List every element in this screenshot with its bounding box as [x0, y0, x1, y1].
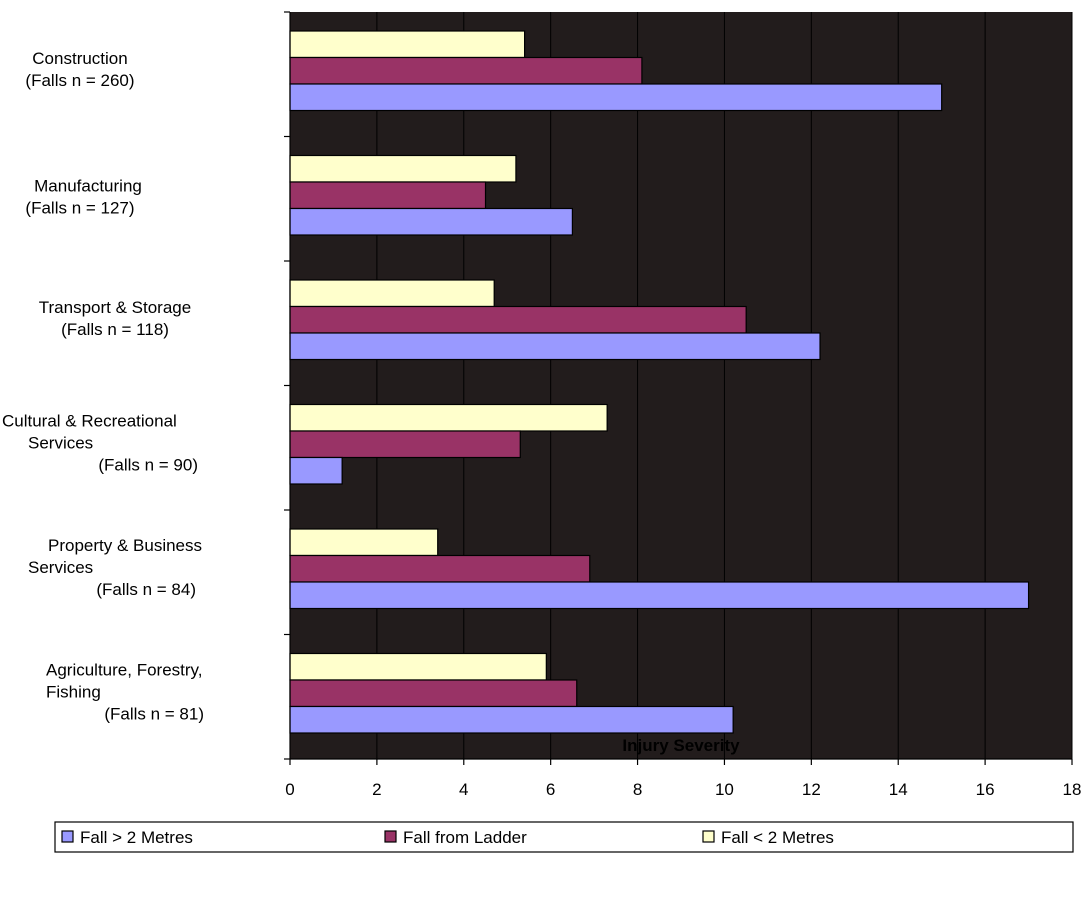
axes [284, 11, 1073, 765]
bar [289, 581, 1030, 610]
category-label: Manufacturing [34, 177, 142, 196]
bar [289, 279, 495, 308]
legend-label: Fall from Ladder [403, 828, 527, 847]
bar [289, 652, 547, 681]
category-label: (Falls n = 260) [25, 71, 134, 90]
legend: Fall > 2 Metres Fall from Ladder Fall < 2 … [54, 821, 1074, 853]
bar [289, 705, 734, 734]
x-tick-label: 14 [889, 780, 908, 799]
category-labels: Construction (Falls n = 260) Manufacturing… [2, 49, 204, 724]
legend-swatch [384, 830, 397, 843]
category-label: Services [28, 434, 93, 453]
category-label: Transport & Storage [39, 298, 191, 317]
bar [289, 679, 578, 708]
legend-box [54, 821, 1074, 853]
x-tick-label: 10 [715, 780, 734, 799]
category-label: Fishing [46, 683, 101, 702]
x-tick-label: 18 [1063, 780, 1082, 799]
x-axis-title: Injury Severity [622, 736, 740, 755]
x-tick-label: 8 [633, 780, 642, 799]
legend-swatch [61, 830, 74, 843]
bar [289, 332, 821, 361]
category-label: Property & Business [48, 536, 202, 555]
x-tick-label: 0 [285, 780, 294, 799]
x-tick-label: 16 [976, 780, 995, 799]
x-tick-label: 6 [546, 780, 555, 799]
bar [289, 456, 343, 485]
x-tick-label: 2 [372, 780, 381, 799]
bar [289, 403, 608, 432]
category-label: Construction [32, 49, 127, 68]
category-label: (Falls n = 84) [96, 580, 196, 599]
bar [289, 554, 591, 583]
bar [289, 528, 439, 557]
bar [289, 181, 487, 210]
bar [289, 30, 526, 59]
x-tick-labels: 0 2 4 6 8 10 12 14 16 18 [285, 780, 1081, 799]
category-label: (Falls n = 81) [104, 705, 204, 724]
bar [289, 305, 747, 334]
bar [289, 83, 943, 112]
category-label: Services [28, 558, 93, 577]
x-tick-label: 4 [459, 780, 468, 799]
x-tick-label: 12 [802, 780, 821, 799]
gridlines [376, 12, 1073, 759]
bar [289, 430, 521, 459]
legend-label: Fall < 2 Metres [721, 828, 834, 847]
bar [289, 207, 573, 236]
bar [289, 154, 517, 183]
category-label: (Falls n = 127) [25, 199, 134, 218]
category-label: (Falls n = 90) [98, 456, 198, 475]
legend-swatch [702, 830, 715, 843]
bar [289, 56, 643, 85]
bars [289, 30, 1030, 734]
category-label: Agriculture, Forestry, [46, 661, 203, 680]
legend-label: Fall > 2 Metres [80, 828, 193, 847]
category-label: Cultural & Recreational [2, 412, 177, 431]
category-label: (Falls n = 118) [61, 320, 169, 339]
plot-area [290, 12, 1072, 759]
